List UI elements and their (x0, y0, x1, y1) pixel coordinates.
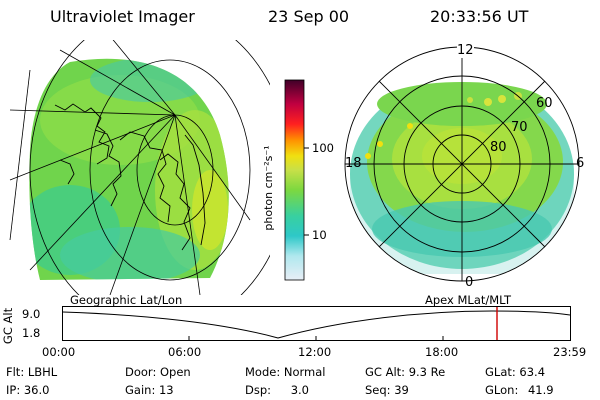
date-label: 23 Sep 00 (268, 7, 350, 26)
mlat-label-60: 60 (536, 96, 553, 111)
altitude-xtick-label-3: 18:00 (425, 345, 459, 359)
polar-panel-label: Apex MLat/MLT (425, 293, 512, 307)
mlt-label-6: 6 (576, 156, 585, 171)
altitude-ytick-max: 9.0 (22, 307, 41, 321)
colorbar-tick-label-100: 100 (312, 141, 334, 155)
mlt-label-12: 12 (457, 43, 474, 58)
status-gain: Gain: 13 (125, 383, 174, 397)
status-glat: GLat: 63.4 (485, 365, 546, 379)
mlat-label-70: 70 (511, 120, 528, 135)
geo-aurora-field (29, 58, 229, 280)
mlat-label-80: 80 (490, 140, 507, 155)
colorbar-unit-label: photon cm⁻²s⁻¹ (262, 145, 275, 230)
colorbar-tick-label-10: 10 (312, 228, 327, 242)
geographic-image (9, 40, 270, 295)
mlt-label-0: 0 (465, 275, 474, 290)
altitude-xtick-label-0: 00:00 (42, 345, 76, 359)
time-label: 20:33:56 UT (430, 7, 529, 26)
polar-grid (344, 46, 580, 282)
altitude-xtick-label-1: 06:00 (168, 345, 202, 359)
altitude-xtick-label-2: 12:00 (298, 345, 332, 359)
polar-image (344, 46, 580, 282)
geo-grid (9, 40, 270, 295)
geo-panel-label: Geographic Lat/Lon (70, 293, 183, 307)
altitude-curve (62, 310, 571, 339)
altitude-ylabel-wrap: GC Alt (1, 306, 16, 346)
status-door: Door: Open (125, 365, 191, 379)
status-dsp: Dsp: 3.0 (245, 383, 309, 397)
altitude-ylabel: GC Alt (1, 307, 16, 345)
status-gc-alt: GC Alt: 9.3 Re (365, 365, 446, 379)
geo-coastlines (54, 103, 206, 251)
altitude-plot (62, 306, 571, 341)
status-glon: GLon: 41.9 (485, 383, 554, 397)
instrument-title: Ultraviolet Imager (50, 7, 195, 26)
altitude-ytick-min: 1.8 (22, 326, 41, 340)
mlt-label-18: 18 (345, 156, 362, 171)
colorbar: photon cm⁻²s⁻¹ (262, 79, 309, 281)
altitude-xtick-label-4: 23:59 (553, 345, 587, 359)
status-flt: Flt: LBHL (6, 365, 58, 379)
status-seq: Seq: 39 (365, 383, 409, 397)
altitude-plot-frame (62, 306, 571, 341)
colorbar-gradient (284, 79, 305, 281)
status-ip: IP: 36.0 (6, 383, 50, 397)
status-mode: Mode: Normal (245, 365, 326, 379)
